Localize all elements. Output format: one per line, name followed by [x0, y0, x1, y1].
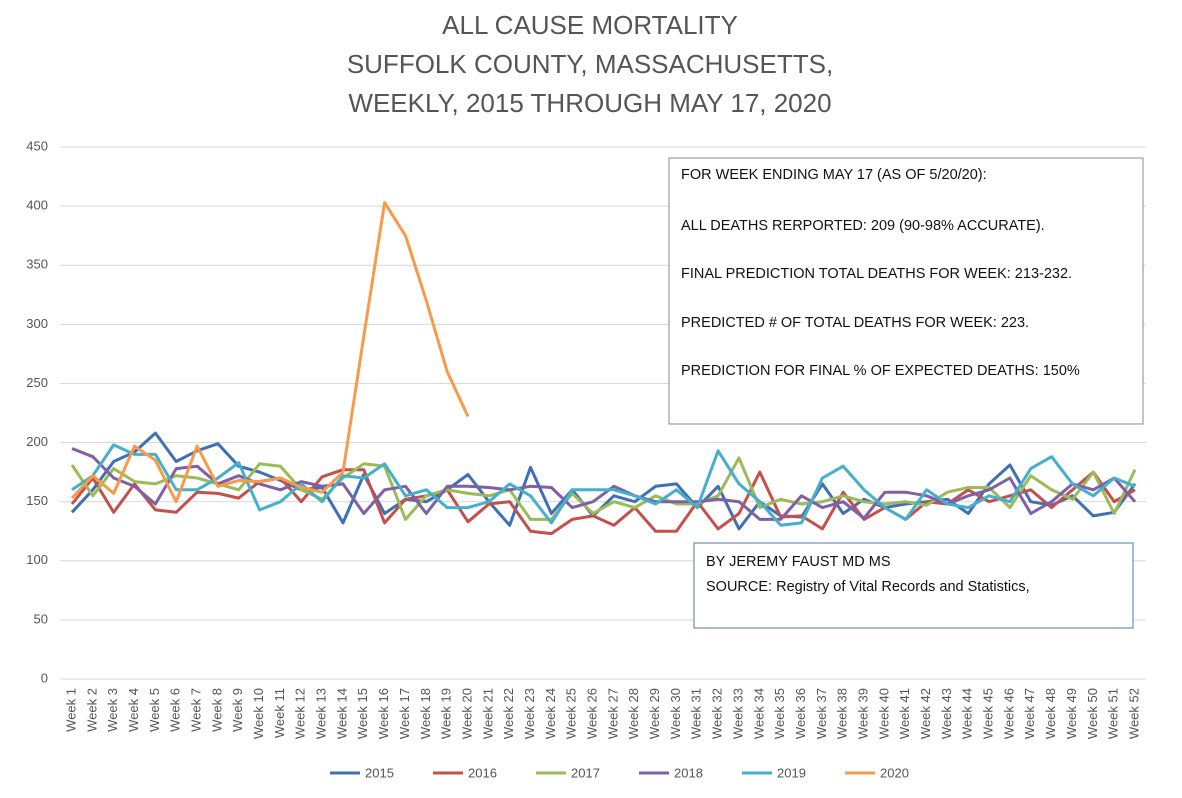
- legend-label: 2019: [777, 765, 806, 780]
- chart-title: ALL CAUSE MORTALITY: [442, 10, 738, 40]
- x-tick-label: Week 29: [647, 688, 662, 739]
- x-tick-label: Week 49: [1064, 688, 1079, 739]
- annotation-text: ALL DEATHS RERPORTED: 209 (90-98% ACCURA…: [681, 218, 1045, 234]
- legend-label: 2015: [365, 765, 394, 780]
- y-tick-label: 0: [41, 670, 48, 685]
- series-line: [70, 456, 1137, 521]
- x-tick-label: Week 45: [981, 688, 996, 739]
- y-tick-label: 100: [26, 552, 48, 567]
- x-tick-label: Week 3: [105, 688, 120, 732]
- annotation-text: SOURCE: Registry of Vital Records and St…: [706, 579, 1030, 595]
- x-tick-label: Week 40: [876, 688, 891, 739]
- x-tick-label: Week 8: [209, 688, 224, 732]
- x-tick-label: Week 13: [314, 688, 329, 739]
- x-tick-label: Week 7: [188, 688, 203, 732]
- x-tick-label: Week 50: [1085, 688, 1100, 739]
- x-tick-label: Week 10: [251, 688, 266, 739]
- x-tick-label: Week 9: [230, 688, 245, 732]
- x-tick-label: Week 35: [772, 688, 787, 739]
- plot: [70, 201, 1137, 536]
- x-tick-label: Week 39: [855, 688, 870, 739]
- x-tick-label: Week 33: [730, 688, 745, 739]
- y-tick-label: 450: [26, 138, 48, 153]
- annotation-box: [668, 157, 1144, 425]
- x-tick-label: Week 41: [897, 688, 912, 739]
- x-tick-label: Week 1: [63, 688, 78, 732]
- annotation-text: PREDICTED # OF TOTAL DEATHS FOR WEEK: 22…: [681, 315, 1029, 331]
- series-line: [71, 443, 1136, 527]
- x-tick-label: Week 43: [939, 688, 954, 739]
- x-tick-label: Week 46: [1001, 688, 1016, 739]
- x-tick-label: Week 22: [501, 688, 516, 739]
- series-line: [70, 201, 470, 504]
- chart-title: WEEKLY, 2015 THROUGH MAY 17, 2020: [348, 88, 831, 118]
- annotation-text: FOR WEEK ENDING MAY 17 (AS OF 5/20/20):: [681, 167, 987, 183]
- annotations: FOR WEEK ENDING MAY 17 (AS OF 5/20/20): A…: [681, 167, 1080, 595]
- x-tick-label: Week 32: [710, 688, 725, 739]
- x-tick-label: Week 24: [543, 688, 558, 739]
- x-tick-label: Week 36: [793, 688, 808, 739]
- x-tick-label: Week 51: [1106, 688, 1121, 739]
- legend: 2015 2016 2017 2018 2019 2020: [330, 765, 909, 780]
- y-tick-label: 150: [26, 493, 48, 508]
- x-tick-label: Week 21: [480, 688, 495, 739]
- x-tick-label: Week 20: [459, 688, 474, 739]
- x-tick-label: Week 14: [334, 688, 349, 739]
- y-tick-label: 400: [26, 198, 48, 213]
- x-tick-label: Week 42: [918, 688, 933, 739]
- legend-label: 2018: [674, 765, 703, 780]
- legend-label: 2016: [468, 765, 497, 780]
- x-tick-label: Week 38: [835, 688, 850, 739]
- x-tick-label: Week 15: [355, 688, 370, 739]
- annotation-box: [693, 542, 1134, 629]
- x-tick-label: Week 12: [293, 688, 308, 739]
- x-tick-label: Week 19: [439, 688, 454, 739]
- x-tick-label: Week 4: [126, 688, 141, 732]
- x-tick-label: Week 37: [814, 688, 829, 739]
- y-tick-label: 200: [26, 434, 48, 449]
- x-tick-label: Week 30: [668, 688, 683, 739]
- x-tick-label: Week 16: [376, 688, 391, 739]
- x-tick-label: Week 48: [1043, 688, 1058, 739]
- x-tick-label: Week 25: [564, 688, 579, 739]
- x-tick-label: Week 23: [522, 688, 537, 739]
- y-tick-label: 250: [26, 375, 48, 390]
- x-tick-label: Week 47: [1022, 688, 1037, 739]
- legend-label: 2017: [571, 765, 600, 780]
- annotation-text: PREDICTION FOR FINAL % OF EXPECTED DEATH…: [681, 363, 1080, 379]
- x-tick-label: Week 26: [585, 688, 600, 739]
- x-tick-label: Week 2: [84, 688, 99, 732]
- x-tick-label: Week 18: [418, 688, 433, 739]
- annotation-text: BY JEREMY FAUST MD MS: [706, 554, 891, 570]
- y-tick-label: 50: [34, 611, 48, 626]
- x-tick-label: Week 34: [751, 688, 766, 739]
- legend-label: 2020: [880, 765, 909, 780]
- x-tick-label: Week 44: [960, 688, 975, 739]
- y-tick-label: 350: [26, 257, 48, 272]
- x-tick-label: Week 27: [605, 688, 620, 739]
- x-tick-label: Week 52: [1126, 688, 1141, 739]
- x-tick-label: Week 6: [168, 688, 183, 732]
- annotation-text: FINAL PREDICTION TOTAL DEATHS FOR WEEK: …: [681, 266, 1072, 282]
- chart-title: SUFFOLK COUNTY, MASSACHUSETTS,: [347, 49, 833, 79]
- x-tick-label: Week 28: [626, 688, 641, 739]
- x-tick-label: Week 11: [272, 688, 287, 738]
- x-tick-label: Week 31: [689, 688, 704, 739]
- y-tick-label: 300: [26, 316, 48, 331]
- x-tick-label: Week 17: [397, 688, 412, 739]
- x-tick-label: Week 5: [147, 688, 162, 732]
